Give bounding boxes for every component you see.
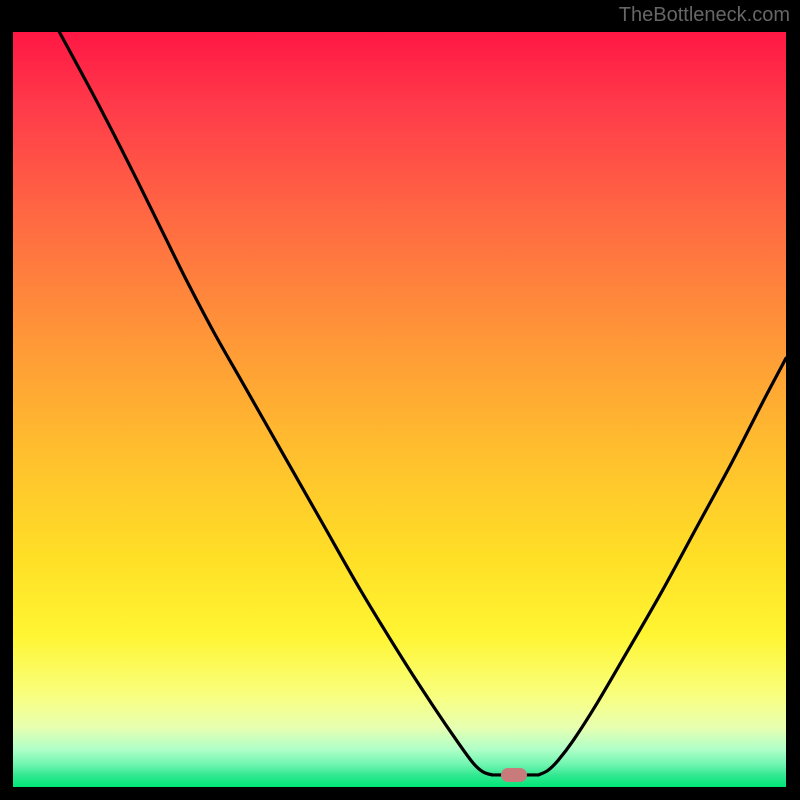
watermark-text: TheBottleneck.com <box>619 4 790 27</box>
bottleneck-curve <box>13 32 786 787</box>
chart-plot-area <box>13 32 786 787</box>
optimal-point-marker <box>501 768 527 782</box>
